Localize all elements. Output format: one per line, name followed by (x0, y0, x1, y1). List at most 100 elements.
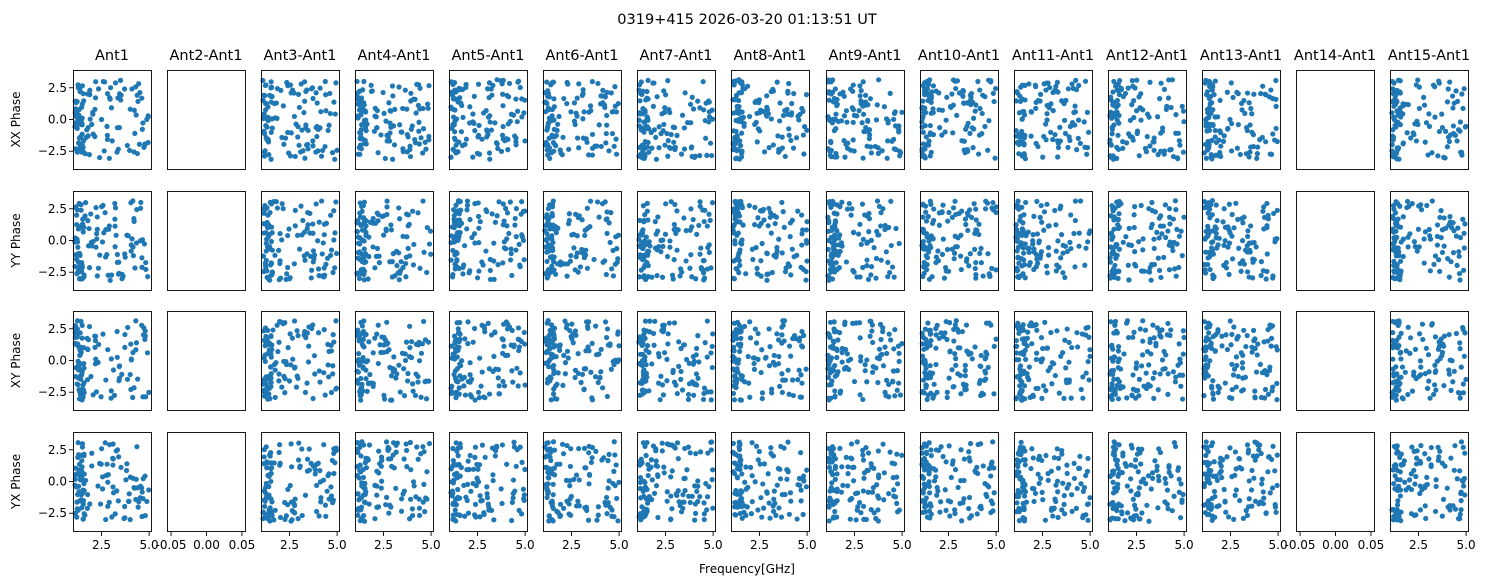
data-point (74, 239, 81, 245)
data-point (974, 511, 980, 517)
data-point (696, 222, 702, 229)
data-point (737, 491, 743, 498)
data-point (655, 514, 661, 521)
data-point (875, 448, 881, 454)
data-point (76, 467, 82, 473)
data-point (87, 87, 93, 93)
data-point (1017, 93, 1023, 99)
data-point (402, 87, 408, 93)
data-point (770, 359, 777, 365)
data-point (758, 495, 764, 501)
data-point (363, 117, 369, 123)
data-point (892, 326, 898, 333)
data-point (1033, 105, 1039, 111)
data-point (785, 90, 791, 96)
data-point (567, 478, 573, 484)
data-point (412, 136, 418, 143)
data-point (888, 198, 894, 204)
data-point (732, 208, 738, 214)
data-point (992, 155, 998, 161)
data-point (358, 453, 364, 459)
data-point (1041, 227, 1047, 233)
data-point (266, 231, 273, 237)
data-point (305, 359, 312, 365)
data-point (475, 466, 481, 472)
data-point (777, 100, 783, 106)
subplot-frame (543, 191, 622, 291)
data-point (1086, 129, 1092, 135)
data-point (1084, 501, 1091, 508)
data-point (557, 501, 564, 507)
data-point (470, 339, 476, 345)
data-point (519, 96, 525, 102)
data-point (486, 366, 492, 372)
data-point (858, 510, 864, 516)
data-point (544, 213, 551, 220)
data-point (502, 138, 508, 144)
data-point (588, 369, 594, 375)
subplot-frame (449, 70, 528, 170)
data-point (74, 207, 81, 213)
data-point (1062, 274, 1068, 281)
data-point (1044, 117, 1050, 123)
subplot-ant1-2: 2.50.0−2.5XY Phase (9, 311, 152, 411)
data-point (453, 264, 459, 270)
data-point (1017, 217, 1023, 224)
data-point (112, 223, 118, 229)
data-point (639, 504, 645, 510)
data-point (481, 325, 488, 331)
data-point (98, 394, 104, 400)
data-point (500, 260, 506, 266)
data-point (589, 131, 596, 138)
data-point (643, 328, 650, 334)
data-point (1078, 386, 1084, 393)
data-point (370, 350, 376, 356)
data-point (1059, 451, 1065, 457)
data-point (844, 145, 851, 151)
data-point (451, 95, 458, 102)
data-point (404, 464, 410, 470)
data-point (79, 335, 85, 341)
data-point (1025, 229, 1031, 235)
data-point (372, 516, 378, 522)
subplot-ant5-ant1-1 (448, 191, 528, 291)
data-point (750, 256, 756, 263)
data-point (826, 77, 832, 83)
data-point (306, 343, 312, 349)
data-point (426, 440, 433, 447)
data-point (321, 327, 327, 333)
data-point (637, 485, 643, 492)
data-point (788, 137, 794, 144)
data-point (667, 109, 673, 116)
data-point (1060, 480, 1066, 486)
data-point (1037, 98, 1043, 104)
data-point (361, 102, 367, 108)
data-point (867, 333, 873, 339)
data-point (647, 243, 653, 249)
data-point (978, 260, 985, 266)
data-point (124, 461, 130, 467)
data-point (426, 133, 432, 140)
data-point (561, 352, 567, 358)
data-point (664, 378, 670, 384)
data-point (899, 341, 905, 347)
data-point (296, 104, 302, 111)
data-point (384, 138, 390, 144)
data-point (127, 106, 133, 112)
data-point (922, 326, 928, 332)
data-point (384, 198, 390, 204)
data-point (137, 238, 144, 244)
data-point (849, 456, 855, 462)
data-point (926, 276, 933, 282)
data-point (865, 117, 871, 123)
data-point (358, 127, 364, 133)
data-point (741, 503, 747, 509)
data-point (84, 377, 91, 383)
data-point (457, 373, 463, 379)
data-point (689, 224, 695, 230)
data-point (739, 471, 745, 477)
data-point (967, 440, 974, 447)
data-point (139, 264, 145, 270)
data-point (321, 232, 327, 238)
